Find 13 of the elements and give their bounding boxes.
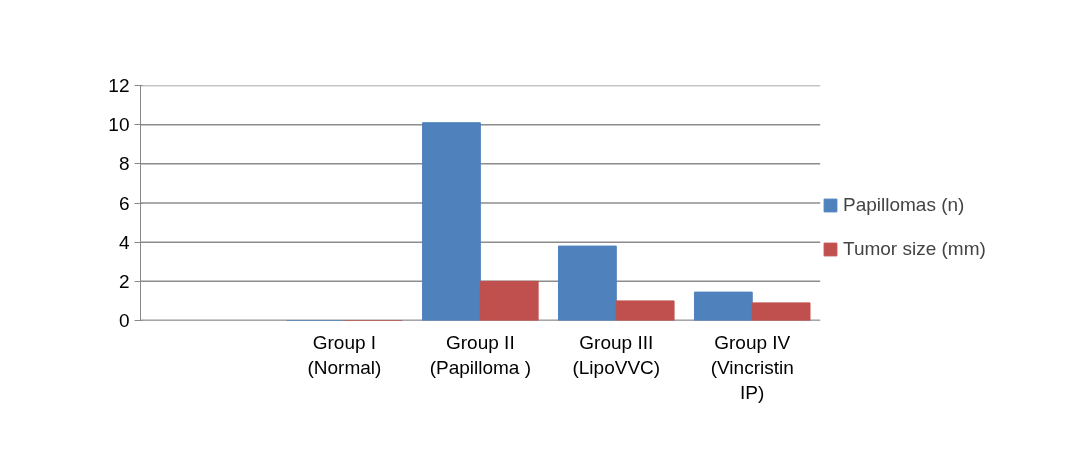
legend-label: Tumor size (mm) (843, 238, 986, 260)
y-tick-label: 4 (118, 231, 130, 253)
legend-label: Papillomas (n) (843, 194, 965, 216)
x-tick-label: Group III (LipoVVC) (572, 331, 661, 378)
y-tick-label: 0 (118, 310, 130, 331)
y-tick-label: 10 (108, 114, 130, 136)
y-tick-label: 2 (118, 270, 130, 292)
x-tick-label: Group I (Normal) (307, 331, 382, 378)
y-tick-label: 6 (118, 192, 130, 214)
y-tick-label: 8 (118, 153, 130, 175)
x-tick-label: Group IV (Vincristin IP) (710, 331, 794, 403)
x-tick-label: Group II (Papilloma ) (429, 331, 532, 378)
y-tick-label: 12 (108, 75, 130, 96)
